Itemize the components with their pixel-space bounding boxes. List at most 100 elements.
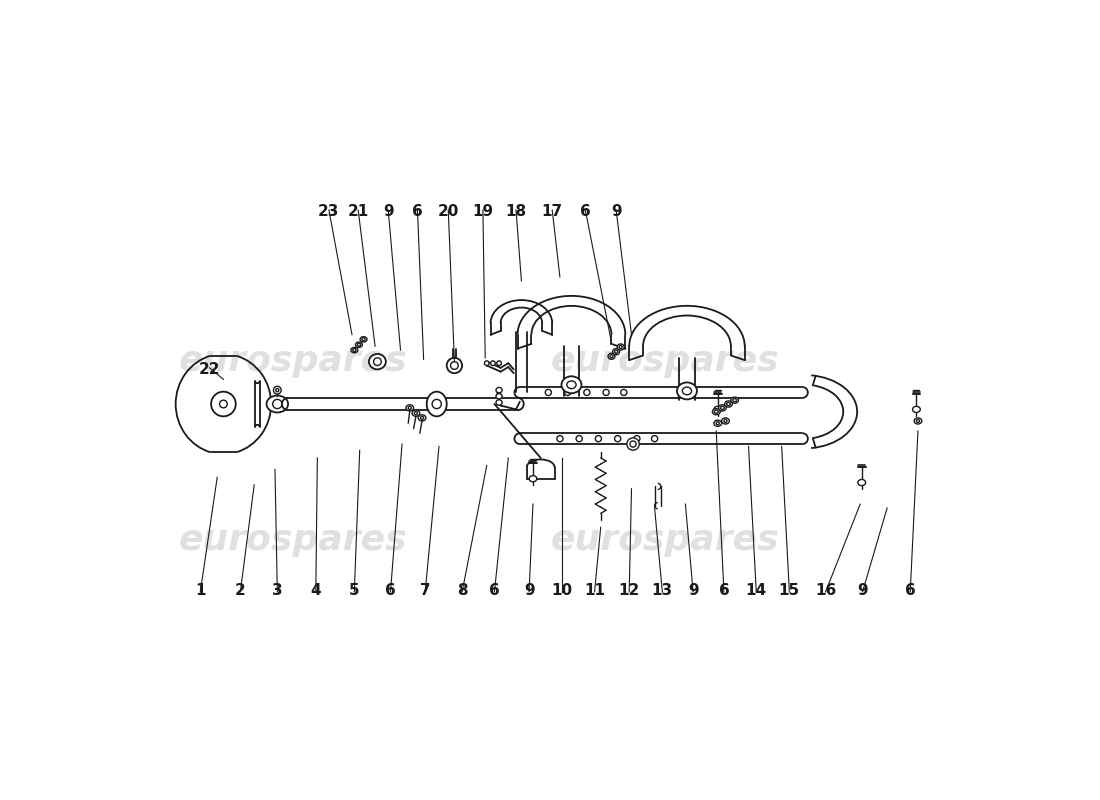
- Text: 9: 9: [383, 204, 394, 219]
- Ellipse shape: [491, 361, 495, 366]
- Ellipse shape: [615, 435, 620, 442]
- Ellipse shape: [733, 398, 737, 402]
- Ellipse shape: [529, 476, 537, 482]
- Text: 1: 1: [195, 583, 206, 598]
- Text: 14: 14: [746, 583, 767, 598]
- Ellipse shape: [408, 406, 411, 410]
- Ellipse shape: [595, 435, 602, 442]
- Text: 7: 7: [420, 583, 430, 598]
- Text: 6: 6: [490, 583, 499, 598]
- Text: 9: 9: [857, 583, 868, 598]
- Ellipse shape: [858, 479, 866, 486]
- Text: 16: 16: [815, 583, 836, 598]
- Text: 4: 4: [310, 583, 321, 598]
- Text: 18: 18: [505, 204, 527, 219]
- Ellipse shape: [484, 361, 490, 366]
- Text: 6: 6: [718, 583, 729, 598]
- Ellipse shape: [716, 422, 719, 425]
- Text: 10: 10: [551, 583, 573, 598]
- Ellipse shape: [566, 381, 576, 389]
- Text: 15: 15: [779, 583, 800, 598]
- Ellipse shape: [634, 435, 640, 442]
- Ellipse shape: [630, 441, 636, 447]
- Ellipse shape: [353, 349, 356, 352]
- Ellipse shape: [620, 390, 627, 395]
- Ellipse shape: [913, 406, 921, 413]
- Text: 21: 21: [348, 204, 369, 219]
- Text: 6: 6: [905, 583, 915, 598]
- Ellipse shape: [714, 410, 718, 414]
- Ellipse shape: [412, 410, 420, 416]
- Text: 22: 22: [199, 362, 220, 377]
- Text: eurospares: eurospares: [178, 522, 407, 557]
- Ellipse shape: [916, 419, 920, 422]
- Text: 17: 17: [541, 204, 563, 219]
- Ellipse shape: [676, 382, 697, 399]
- Ellipse shape: [914, 418, 922, 424]
- Ellipse shape: [682, 387, 692, 394]
- Ellipse shape: [720, 406, 724, 410]
- Ellipse shape: [451, 362, 459, 370]
- Ellipse shape: [603, 390, 609, 395]
- Ellipse shape: [546, 390, 551, 395]
- Text: 8: 8: [456, 583, 468, 598]
- Ellipse shape: [360, 337, 367, 342]
- Text: eurospares: eurospares: [178, 344, 407, 378]
- Text: 19: 19: [472, 204, 494, 219]
- Text: 13: 13: [651, 583, 673, 598]
- Text: 3: 3: [272, 583, 283, 598]
- Ellipse shape: [564, 390, 571, 395]
- Ellipse shape: [374, 358, 382, 366]
- Ellipse shape: [406, 405, 414, 411]
- Text: 6: 6: [385, 583, 396, 598]
- Text: 5: 5: [349, 583, 360, 598]
- Ellipse shape: [714, 406, 722, 413]
- Text: eurospares: eurospares: [551, 522, 780, 557]
- Ellipse shape: [713, 409, 721, 414]
- Text: 9: 9: [524, 583, 535, 598]
- Ellipse shape: [608, 353, 615, 359]
- Ellipse shape: [355, 342, 362, 347]
- Ellipse shape: [561, 376, 582, 394]
- Ellipse shape: [724, 419, 727, 422]
- Ellipse shape: [617, 344, 624, 350]
- Text: 9: 9: [688, 583, 698, 598]
- Text: 9: 9: [610, 204, 621, 219]
- Ellipse shape: [358, 343, 361, 346]
- Text: 23: 23: [318, 204, 340, 219]
- Ellipse shape: [714, 420, 722, 426]
- Ellipse shape: [497, 361, 502, 366]
- Ellipse shape: [496, 387, 502, 393]
- Ellipse shape: [420, 416, 424, 419]
- Ellipse shape: [613, 349, 619, 354]
- Ellipse shape: [651, 435, 658, 442]
- Ellipse shape: [418, 414, 426, 421]
- Ellipse shape: [432, 399, 441, 409]
- Text: 6: 6: [412, 204, 422, 219]
- Ellipse shape: [557, 435, 563, 442]
- Ellipse shape: [362, 338, 365, 341]
- Ellipse shape: [415, 412, 418, 414]
- Ellipse shape: [615, 350, 618, 353]
- Ellipse shape: [730, 397, 738, 403]
- Ellipse shape: [725, 401, 733, 407]
- Ellipse shape: [722, 418, 729, 424]
- Text: 2: 2: [235, 583, 245, 598]
- Ellipse shape: [266, 395, 288, 413]
- Ellipse shape: [627, 438, 639, 450]
- Ellipse shape: [220, 400, 228, 408]
- Ellipse shape: [351, 347, 358, 353]
- Ellipse shape: [727, 402, 730, 406]
- Ellipse shape: [496, 394, 502, 399]
- Ellipse shape: [368, 354, 386, 370]
- Ellipse shape: [274, 386, 282, 394]
- Ellipse shape: [576, 435, 582, 442]
- Ellipse shape: [584, 390, 590, 395]
- Ellipse shape: [447, 358, 462, 373]
- Ellipse shape: [276, 389, 279, 392]
- Ellipse shape: [619, 346, 623, 349]
- Ellipse shape: [427, 392, 447, 416]
- Ellipse shape: [211, 392, 235, 416]
- Ellipse shape: [496, 400, 502, 405]
- Ellipse shape: [273, 399, 282, 409]
